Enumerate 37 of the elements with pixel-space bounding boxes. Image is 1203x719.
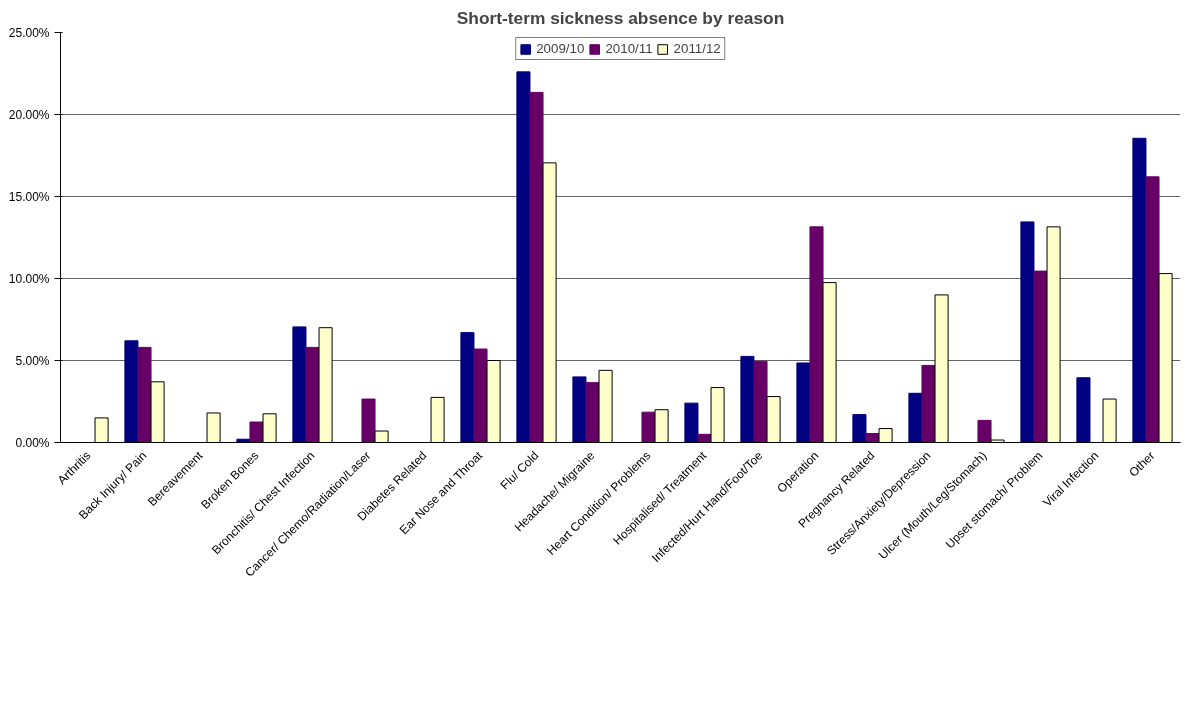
bar: [137, 346, 152, 443]
y-tick-label: 20.00%: [8, 107, 50, 122]
bar: [796, 362, 811, 443]
bar: [1132, 137, 1147, 443]
bar: [908, 392, 923, 443]
y-tick-label: 5.00%: [15, 353, 50, 368]
y-tick-label: 15.00%: [8, 189, 50, 204]
bar: [977, 419, 992, 443]
y-tick-label: 0.00%: [15, 435, 50, 450]
bar: [516, 71, 531, 443]
bar: [1076, 377, 1091, 443]
y-tick-label: 10.00%: [8, 271, 50, 286]
bar: [740, 355, 755, 443]
bar: [585, 382, 600, 443]
bar: [460, 332, 475, 443]
bar: [361, 398, 376, 443]
bar: [292, 326, 307, 443]
bar: [1020, 221, 1035, 443]
legend-label: 2010/11: [605, 41, 653, 56]
bar: [249, 421, 264, 443]
legend-label: 2009/10: [536, 41, 585, 56]
y-tick-label: 25.00%: [8, 25, 50, 40]
bar: [753, 360, 768, 443]
bar: [529, 91, 544, 443]
bar: [473, 348, 488, 443]
chart-title: Short-term sickness absence by reason: [456, 7, 785, 28]
bar: [809, 226, 824, 443]
bar: [124, 340, 139, 443]
bar: [641, 411, 656, 443]
bar: [1145, 176, 1160, 443]
bar: [305, 346, 320, 443]
bar: [921, 364, 936, 443]
bar: [572, 376, 587, 443]
bar: [1033, 270, 1048, 443]
bar: [852, 414, 867, 443]
legend-label: 2011/12: [673, 41, 721, 56]
bar: [684, 402, 699, 443]
